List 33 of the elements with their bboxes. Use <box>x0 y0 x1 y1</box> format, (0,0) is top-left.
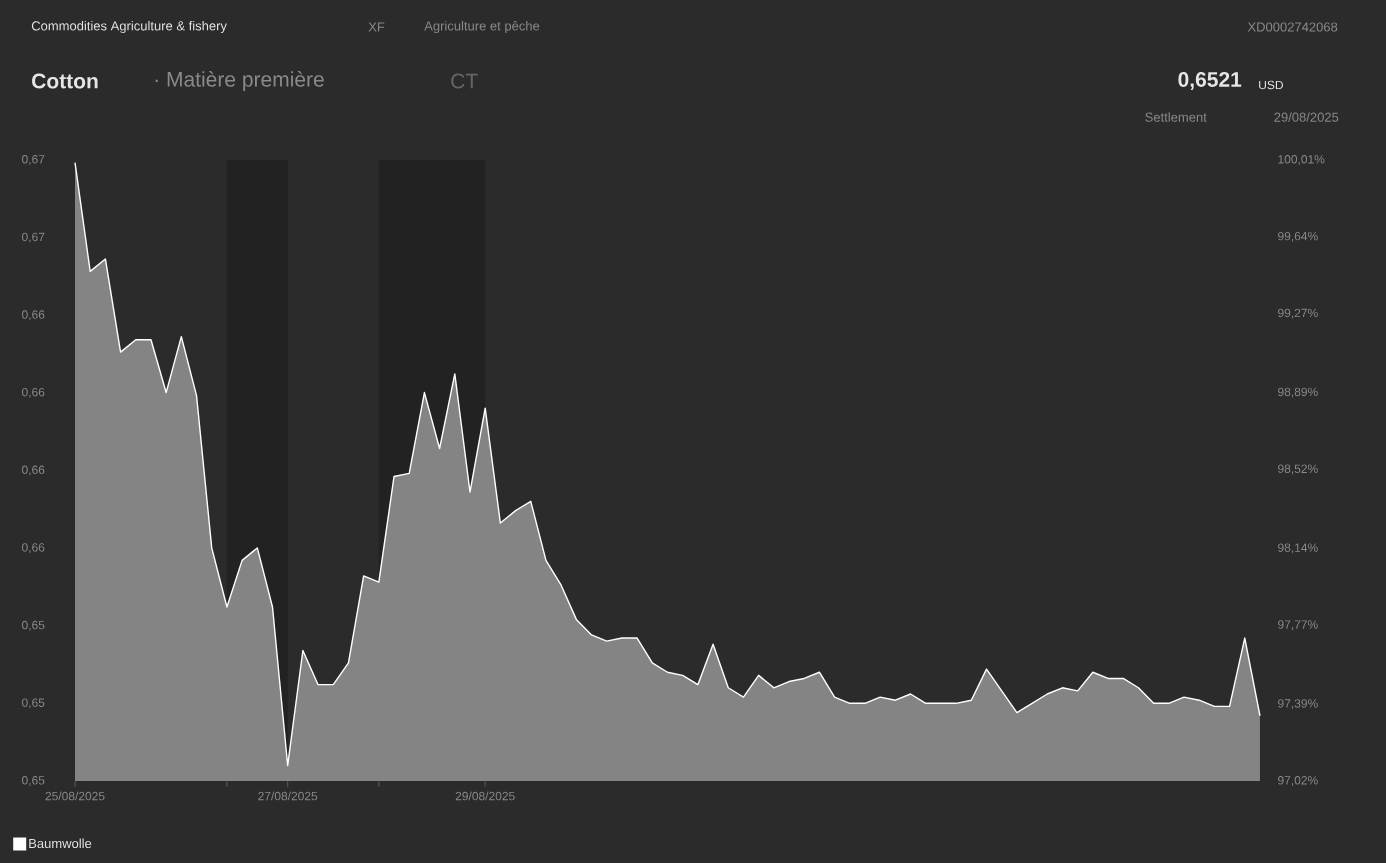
y2-tick-label: 97,02% <box>1278 776 1318 786</box>
x-tick-label: 27/08/2025 <box>258 791 318 801</box>
legend-label: Baumwolle <box>29 838 92 849</box>
text: Settlement <box>1145 112 1207 122</box>
y2-tick-label: 99,27% <box>1278 308 1318 319</box>
text: 29/08/2025 <box>1274 112 1339 122</box>
y-tick-label: 0,66 <box>22 310 45 321</box>
text: 0,6521 <box>1178 72 1242 90</box>
y-tick-label: 0,66 <box>22 465 45 476</box>
x-tick-label: 29/08/2025 <box>455 791 515 801</box>
chart-title: Cotton <box>32 73 98 89</box>
text: Commodities Agriculture & fishery <box>31 20 227 34</box>
x-tick-label: 25/08/2025 <box>45 791 105 801</box>
y2-tick-label: 99,64% <box>1278 231 1318 242</box>
y2-tick-label: 98,89% <box>1278 387 1318 398</box>
y-tick-label: 0,65 <box>22 620 45 631</box>
y2-tick-label: 100,01% <box>1278 155 1325 165</box>
y-tick-label: 0,65 <box>22 698 45 709</box>
y2-tick-label: 98,52% <box>1278 464 1318 475</box>
y-tick-label: 0,66 <box>22 387 45 398</box>
y2-tick-label: 98,14% <box>1278 543 1318 554</box>
y2-tick-label: 97,39% <box>1278 699 1318 710</box>
y-tick-label: 0,67 <box>22 232 45 243</box>
text: USD <box>1259 80 1283 90</box>
text: XD0002742068 <box>1247 22 1338 32</box>
chart-subtitle: · Matière première <box>155 71 324 91</box>
text: Agriculture et pêche <box>424 20 540 34</box>
y2-tick-label: 97,77% <box>1278 620 1318 631</box>
text: CT <box>451 73 478 89</box>
y-tick-label: 0,65 <box>22 776 45 786</box>
text: XF <box>368 22 385 32</box>
y-tick-label: 0,67 <box>22 155 45 165</box>
y-tick-label: 0,66 <box>22 543 45 554</box>
